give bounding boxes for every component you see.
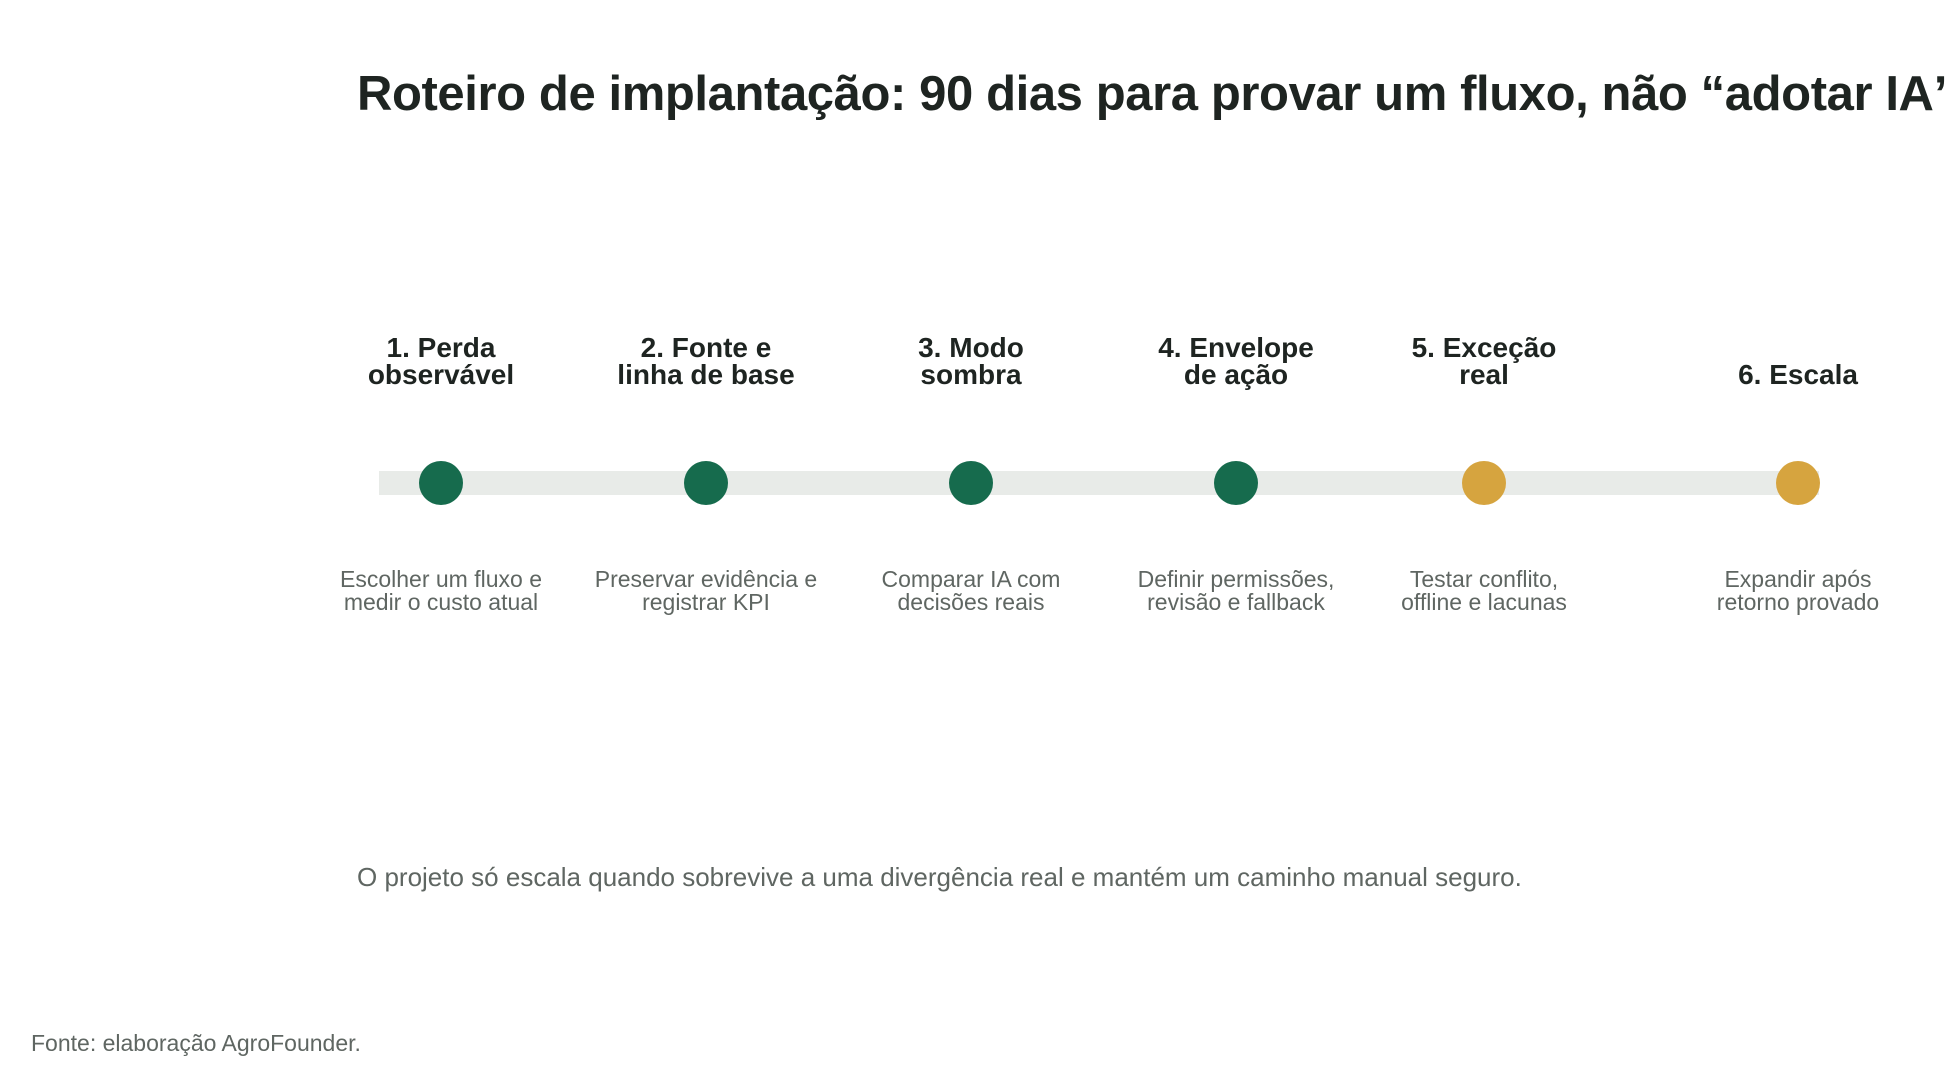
step-marker — [949, 461, 993, 505]
step-description: Definir permissões, revisão e fallback — [1137, 566, 1335, 615]
page-title: Roteiro de implantação: 90 dias para pro… — [357, 67, 1947, 121]
step-marker — [1214, 461, 1258, 505]
step-marker — [1462, 461, 1506, 505]
step-description: Comparar IA com decisões reais — [881, 566, 1061, 615]
timeline-track — [379, 471, 1819, 495]
footnote-text: O projeto só escala quando sobrevive a u… — [357, 862, 1522, 892]
step-description: Preservar evidência e registrar KPI — [594, 566, 818, 615]
source-text: Fonte: elaboração AgroFounder. — [31, 1030, 361, 1056]
step-title: 6. Escala — [1738, 359, 1858, 390]
step-description: Escolher um fluxo e medir o custo atual — [340, 566, 542, 615]
step-marker — [419, 461, 463, 505]
step-title: 2. Fonte e linha de base — [617, 332, 795, 390]
step-title: 3. Modo sombra — [918, 332, 1024, 390]
step-description: Expandir após retorno provado — [1716, 566, 1880, 615]
step-title: 4. Envelope de ação — [1158, 332, 1314, 390]
step-title: 5. Exceção real — [1411, 332, 1557, 390]
step-marker — [1776, 461, 1820, 505]
step-marker — [684, 461, 728, 505]
step-description: Testar conflito, offline e lacunas — [1401, 566, 1567, 615]
step-title: 1. Perda observável — [367, 332, 515, 390]
roadmap-timeline: 1. Perda observável Escolher um fluxo e m… — [340, 332, 1880, 615]
